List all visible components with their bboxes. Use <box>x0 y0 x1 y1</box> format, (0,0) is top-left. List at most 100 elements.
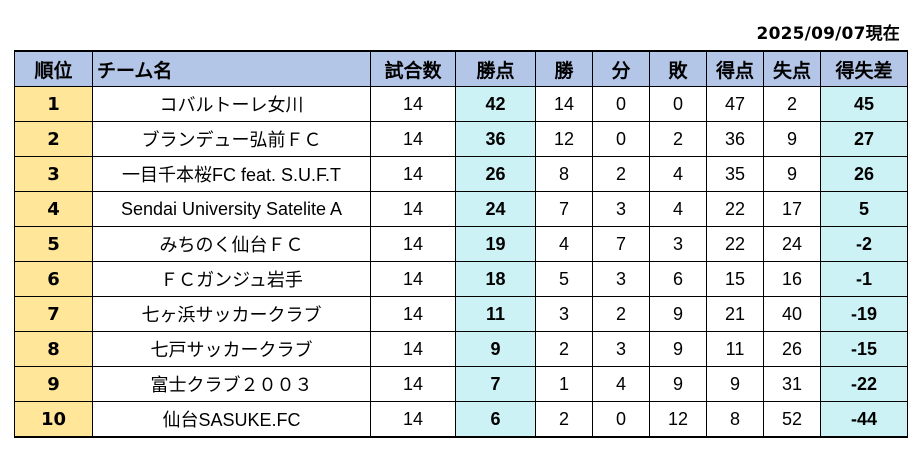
cell-draws: 3 <box>592 331 650 367</box>
header-wins: 勝 <box>535 50 593 87</box>
cell-rank: 7 <box>14 296 93 332</box>
cell-draws: 0 <box>592 86 650 122</box>
cell-goals-against: 2 <box>763 86 821 122</box>
cell-losses: 9 <box>649 331 707 367</box>
table-row: 10 仙台SASUKE.FC 14 6 2 0 12 8 52 -44 <box>14 401 908 438</box>
cell-points: 42 <box>455 86 536 122</box>
standings-body: 1 コバルトーレ女川 14 42 14 0 0 47 2 45 2 ブランデュー弘前ＦＣ 14 36 12 0… <box>14 86 908 438</box>
cell-wins: 8 <box>535 156 593 192</box>
cell-wins: 2 <box>535 331 593 367</box>
cell-rank: 10 <box>14 401 93 438</box>
header-rank: 順位 <box>14 50 93 87</box>
cell-played: 14 <box>370 226 456 262</box>
cell-goal-diff: -1 <box>820 261 908 297</box>
cell-goals-for: 11 <box>706 331 764 367</box>
table-row: 2 ブランデュー弘前ＦＣ 14 36 12 0 2 36 9 27 <box>14 121 908 157</box>
cell-played: 14 <box>370 121 456 157</box>
cell-goals-for: 22 <box>706 226 764 262</box>
cell-draws: 0 <box>592 401 650 438</box>
cell-wins: 4 <box>535 226 593 262</box>
cell-losses: 9 <box>649 296 707 332</box>
table-row: 9 富士クラブ２００３ 14 7 1 4 9 9 31 -22 <box>14 366 908 402</box>
cell-draws: 3 <box>592 261 650 297</box>
table-row: 4 Sendai University Satelite A 14 24 7 3 4 22 17… <box>14 191 908 227</box>
cell-rank: 3 <box>14 156 93 192</box>
cell-draws: 7 <box>592 226 650 262</box>
cell-points: 18 <box>455 261 536 297</box>
cell-draws: 3 <box>592 191 650 227</box>
cell-losses: 9 <box>649 366 707 402</box>
cell-losses: 2 <box>649 121 707 157</box>
cell-goals-for: 9 <box>706 366 764 402</box>
cell-losses: 4 <box>649 156 707 192</box>
cell-draws: 4 <box>592 366 650 402</box>
cell-goals-against: 16 <box>763 261 821 297</box>
cell-draws: 0 <box>592 121 650 157</box>
header-played: 試合数 <box>370 50 456 87</box>
cell-points: 26 <box>455 156 536 192</box>
cell-losses: 3 <box>649 226 707 262</box>
cell-goals-against: 26 <box>763 331 821 367</box>
cell-team: 一目千本桜FC feat. S.U.F.T <box>92 156 371 192</box>
cell-losses: 12 <box>649 401 707 438</box>
cell-goals-for: 8 <box>706 401 764 438</box>
cell-goals-against: 9 <box>763 156 821 192</box>
cell-rank: 8 <box>14 331 93 367</box>
cell-wins: 2 <box>535 401 593 438</box>
table-row: 1 コバルトーレ女川 14 42 14 0 0 47 2 45 <box>14 86 908 122</box>
cell-team: 七戸サッカークラブ <box>92 331 371 367</box>
cell-goal-diff: -2 <box>820 226 908 262</box>
cell-team: 富士クラブ２００３ <box>92 366 371 402</box>
cell-wins: 3 <box>535 296 593 332</box>
cell-played: 14 <box>370 401 456 438</box>
cell-goals-against: 31 <box>763 366 821 402</box>
cell-played: 14 <box>370 86 456 122</box>
cell-team: コバルトーレ女川 <box>92 86 371 122</box>
cell-goals-against: 52 <box>763 401 821 438</box>
cell-losses: 0 <box>649 86 707 122</box>
cell-points: 7 <box>455 366 536 402</box>
standings-table: 順位 チーム名 試合数 勝点 勝 分 敗 得点 失点 得失差 1 コバルトーレ女川… <box>14 50 908 438</box>
cell-goals-against: 17 <box>763 191 821 227</box>
cell-rank: 6 <box>14 261 93 297</box>
cell-draws: 2 <box>592 156 650 192</box>
cell-team: Sendai University Satelite A <box>92 191 371 227</box>
table-row: 3 一目千本桜FC feat. S.U.F.T 14 26 8 2 4 35 9 26 <box>14 156 908 192</box>
cell-goal-diff: 26 <box>820 156 908 192</box>
cell-goal-diff: 45 <box>820 86 908 122</box>
cell-goal-diff: 5 <box>820 191 908 227</box>
cell-rank: 1 <box>14 86 93 122</box>
cell-rank: 5 <box>14 226 93 262</box>
header-goals-against: 失点 <box>763 50 821 87</box>
cell-team: ブランデュー弘前ＦＣ <box>92 121 371 157</box>
cell-played: 14 <box>370 366 456 402</box>
cell-team: ＦＣガンジュ岩手 <box>92 261 371 297</box>
cell-wins: 14 <box>535 86 593 122</box>
header-points: 勝点 <box>455 50 536 87</box>
cell-goals-for: 47 <box>706 86 764 122</box>
header-goal-diff: 得失差 <box>820 50 908 87</box>
cell-points: 36 <box>455 121 536 157</box>
cell-team: 仙台SASUKE.FC <box>92 401 371 438</box>
table-row: 5 みちのく仙台ＦＣ 14 19 4 7 3 22 24 -2 <box>14 226 908 262</box>
header-draws: 分 <box>592 50 650 87</box>
table-row: 6 ＦＣガンジュ岩手 14 18 5 3 6 15 16 -1 <box>14 261 908 297</box>
cell-goals-against: 40 <box>763 296 821 332</box>
cell-goal-diff: 27 <box>820 121 908 157</box>
cell-goals-against: 24 <box>763 226 821 262</box>
header-goals-for: 得点 <box>706 50 764 87</box>
table-row: 8 七戸サッカークラブ 14 9 2 3 9 11 26 -15 <box>14 331 908 367</box>
cell-wins: 7 <box>535 191 593 227</box>
cell-wins: 5 <box>535 261 593 297</box>
cell-goals-for: 21 <box>706 296 764 332</box>
cell-points: 11 <box>455 296 536 332</box>
header-losses: 敗 <box>649 50 707 87</box>
cell-goals-for: 22 <box>706 191 764 227</box>
cell-goal-diff: -19 <box>820 296 908 332</box>
cell-rank: 2 <box>14 121 93 157</box>
cell-goal-diff: -44 <box>820 401 908 438</box>
table-row: 7 七ヶ浜サッカークラブ 14 11 3 2 9 21 40 -19 <box>14 296 908 332</box>
cell-played: 14 <box>370 261 456 297</box>
cell-team: 七ヶ浜サッカークラブ <box>92 296 371 332</box>
cell-goals-for: 15 <box>706 261 764 297</box>
